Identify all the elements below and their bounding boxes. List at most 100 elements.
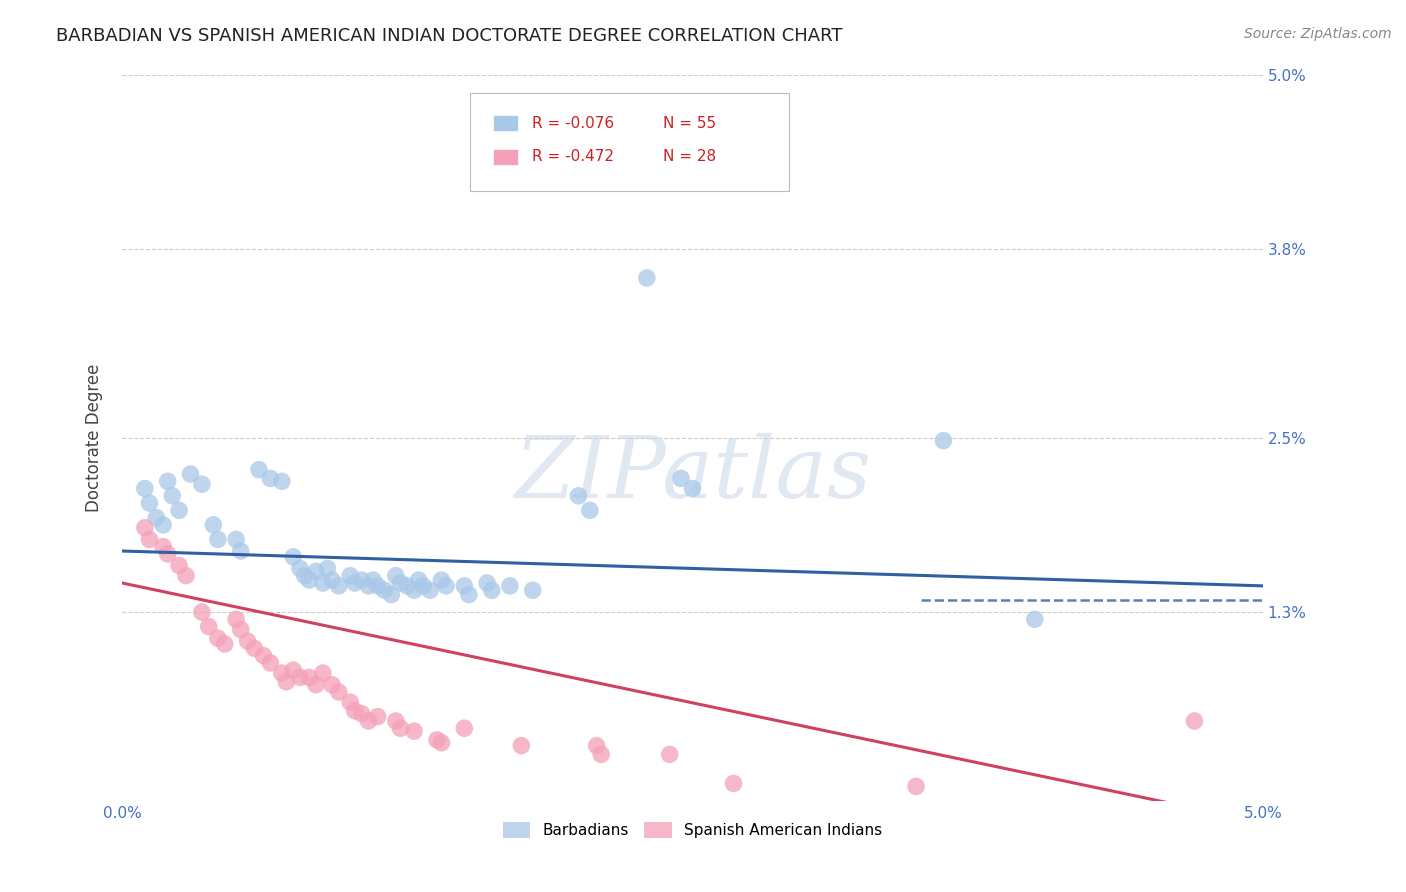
Point bbox=[276, 674, 298, 689]
Point bbox=[453, 579, 475, 593]
Point bbox=[225, 612, 247, 626]
Point bbox=[270, 475, 292, 489]
Point bbox=[162, 489, 184, 503]
Text: ZIPatlas: ZIPatlas bbox=[515, 433, 872, 516]
Point bbox=[389, 721, 412, 735]
Point bbox=[1184, 714, 1206, 728]
Point bbox=[367, 579, 389, 593]
Point bbox=[430, 736, 453, 750]
Point bbox=[499, 579, 522, 593]
Point bbox=[152, 517, 174, 532]
Point bbox=[419, 583, 441, 598]
Point bbox=[367, 709, 389, 723]
Point bbox=[1024, 612, 1046, 626]
Point bbox=[343, 576, 366, 591]
Point bbox=[343, 704, 366, 718]
Point bbox=[174, 568, 197, 582]
Point bbox=[658, 747, 681, 762]
Point bbox=[412, 579, 434, 593]
Point bbox=[283, 549, 305, 564]
Point bbox=[567, 489, 589, 503]
Point bbox=[475, 576, 498, 591]
Point bbox=[167, 558, 190, 573]
Point bbox=[138, 496, 160, 510]
Point bbox=[408, 573, 430, 587]
Point bbox=[243, 641, 266, 656]
Point bbox=[305, 565, 328, 579]
Point bbox=[339, 568, 361, 582]
Point bbox=[134, 521, 156, 535]
Point bbox=[259, 471, 281, 485]
Text: R = -0.076: R = -0.076 bbox=[531, 116, 614, 131]
Point bbox=[396, 579, 419, 593]
Point bbox=[321, 678, 343, 692]
Point bbox=[373, 583, 395, 598]
Point bbox=[207, 533, 229, 547]
Point bbox=[350, 573, 373, 587]
Point bbox=[214, 637, 236, 651]
Point bbox=[247, 463, 270, 477]
Text: BARBADIAN VS SPANISH AMERICAN INDIAN DOCTORATE DEGREE CORRELATION CHART: BARBADIAN VS SPANISH AMERICAN INDIAN DOC… bbox=[56, 27, 842, 45]
Point bbox=[385, 714, 408, 728]
Point bbox=[288, 561, 311, 575]
Point bbox=[138, 533, 160, 547]
Point bbox=[283, 663, 305, 677]
Point bbox=[453, 721, 475, 735]
FancyBboxPatch shape bbox=[494, 149, 517, 165]
Point bbox=[591, 747, 613, 762]
Point bbox=[259, 656, 281, 670]
Point bbox=[252, 648, 274, 663]
Point bbox=[357, 579, 380, 593]
Point bbox=[191, 605, 214, 619]
FancyBboxPatch shape bbox=[494, 115, 517, 131]
Point bbox=[404, 583, 426, 598]
Point bbox=[389, 576, 412, 591]
Point bbox=[294, 568, 316, 582]
Point bbox=[434, 579, 457, 593]
Point bbox=[207, 631, 229, 645]
FancyBboxPatch shape bbox=[470, 93, 789, 191]
Point bbox=[312, 576, 335, 591]
Point bbox=[481, 583, 503, 598]
Point bbox=[430, 573, 453, 587]
Point bbox=[191, 477, 214, 491]
Point bbox=[510, 739, 533, 753]
Point bbox=[152, 540, 174, 554]
Point bbox=[145, 510, 167, 524]
Point bbox=[578, 503, 600, 517]
Point bbox=[229, 544, 252, 558]
Point bbox=[298, 573, 321, 587]
Point bbox=[723, 776, 745, 790]
Point bbox=[236, 634, 259, 648]
Point bbox=[156, 547, 179, 561]
Point bbox=[179, 467, 201, 481]
Point bbox=[932, 434, 955, 448]
Point bbox=[328, 685, 350, 699]
Text: N = 28: N = 28 bbox=[662, 149, 716, 164]
Point bbox=[426, 732, 449, 747]
Point bbox=[167, 503, 190, 517]
Point bbox=[288, 670, 311, 684]
Point bbox=[380, 588, 402, 602]
Point bbox=[202, 517, 225, 532]
Point bbox=[636, 271, 658, 285]
Point bbox=[312, 666, 335, 681]
Point bbox=[591, 161, 613, 176]
Point bbox=[321, 573, 343, 587]
Text: Source: ZipAtlas.com: Source: ZipAtlas.com bbox=[1244, 27, 1392, 41]
Point bbox=[457, 588, 479, 602]
Point bbox=[270, 666, 292, 681]
Legend: Barbadians, Spanish American Indians: Barbadians, Spanish American Indians bbox=[496, 816, 889, 844]
Text: N = 55: N = 55 bbox=[662, 116, 716, 131]
Point bbox=[522, 583, 544, 598]
Point bbox=[361, 573, 384, 587]
Point bbox=[350, 706, 373, 721]
Point bbox=[225, 533, 247, 547]
Point bbox=[385, 568, 408, 582]
Point bbox=[682, 482, 704, 496]
Point bbox=[669, 471, 692, 485]
Text: R = -0.472: R = -0.472 bbox=[531, 149, 613, 164]
Point bbox=[585, 739, 607, 753]
Point bbox=[339, 695, 361, 709]
Point bbox=[316, 561, 339, 575]
